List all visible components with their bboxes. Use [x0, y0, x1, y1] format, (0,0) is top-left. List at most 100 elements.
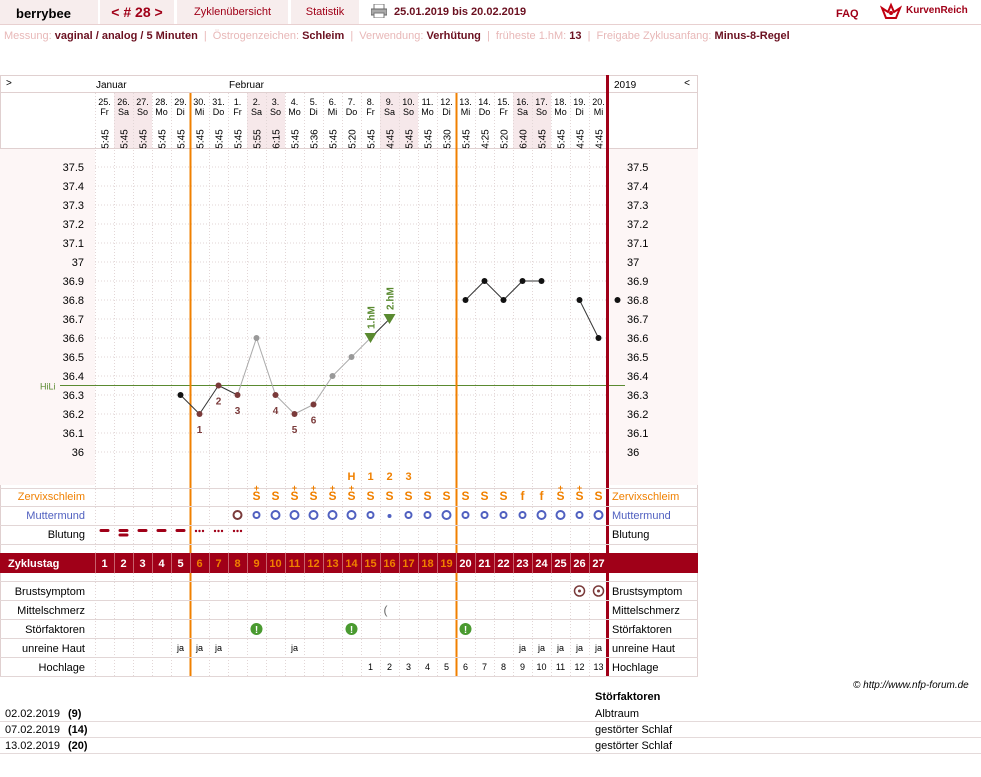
cervix-circle [536, 510, 547, 520]
day-time: 5:45 [158, 129, 169, 149]
cervix-circle [308, 510, 319, 520]
hochlage-value: 7 [482, 662, 487, 672]
zervix-value: S [404, 489, 412, 503]
year-label: 2019 [614, 80, 637, 91]
zyklustag-day: 14 [345, 558, 358, 570]
zervix-plus: + [254, 483, 259, 493]
ytick-left: 36.4 [63, 371, 84, 383]
day-date: 8. [367, 97, 375, 107]
cover-line-label: HiLi [40, 382, 56, 392]
zervix-value: S [252, 489, 260, 503]
day-date: 6. [329, 97, 337, 107]
ytick-left: 36.3 [63, 390, 84, 402]
day-time: 5:55 [253, 129, 264, 149]
zyklustag-day: 15 [364, 558, 376, 570]
verwendung-value: Verhütung [426, 30, 481, 42]
cervix-circle [575, 511, 584, 519]
zyklustag-day: 27 [592, 558, 604, 570]
tab-zyklenuebersicht[interactable]: Zyklenübersicht [177, 0, 288, 24]
day-weekday: Di [442, 107, 451, 117]
day-date: 15. [497, 97, 510, 107]
temp-point [234, 392, 241, 398]
ytick-left: 37.4 [63, 181, 84, 193]
temp-point [519, 278, 526, 284]
day-weekday: Fr [499, 107, 508, 117]
cervix-circle [346, 510, 357, 520]
zyklustag-day: 26 [573, 558, 585, 570]
zervix-plus: + [349, 483, 354, 493]
low-temp-label: 5 [292, 425, 298, 436]
zyklustag-day: 3 [139, 558, 145, 570]
low-temp-label: 2 [216, 397, 222, 408]
curve-segment [199, 385, 219, 415]
zervix-plus: + [558, 483, 563, 493]
day-weekday: Sa [118, 107, 129, 117]
spotting-dot [198, 529, 201, 533]
zyklustag-day: 21 [478, 558, 490, 570]
spotting-dot [239, 529, 243, 533]
faq-link[interactable]: FAQ [836, 8, 859, 20]
ytick-left: 37.1 [63, 238, 84, 250]
day-time: 5:45 [367, 129, 378, 149]
higher-measurement-marker [364, 333, 377, 343]
cycle-switcher[interactable]: < # 28 > [100, 0, 174, 24]
row-text: gestörter Schlaf [595, 724, 673, 736]
right-panel [610, 148, 698, 485]
row-label-left: unreine Haut [22, 643, 85, 655]
row-label-right: Störfaktoren [612, 624, 672, 636]
day-weekday: Do [213, 107, 225, 117]
day-time: 4:45 [386, 129, 397, 149]
chart-frame [0, 75, 698, 677]
day-date: 18. [554, 97, 567, 107]
row-label-right: Blutung [612, 529, 649, 541]
temp-point [576, 297, 583, 303]
ytick-right: 37.2 [627, 219, 648, 231]
day-weekday: Fr [366, 107, 375, 117]
temp-point [215, 382, 222, 389]
stoerfaktor-mark: ! [255, 625, 258, 636]
zyklustag-day: 8 [234, 558, 240, 570]
temp-point [614, 297, 621, 303]
zervix-plus: + [330, 483, 335, 493]
zervix-value: S [575, 489, 583, 503]
day-time: 5:45 [120, 129, 131, 149]
tab-statistik[interactable]: Statistik [291, 0, 359, 24]
copyright: © http://www.nfp-forum.de [853, 680, 969, 691]
ytick-right: 36.8 [627, 295, 648, 307]
unreine-haut-value: ja [176, 643, 184, 653]
day-time: 5:45 [538, 129, 549, 149]
print-icon[interactable] [370, 3, 388, 19]
hochlage-value: 6 [463, 662, 468, 672]
day-time: 5:20 [500, 129, 511, 149]
stoerfaktor-mark: ! [464, 625, 467, 636]
zervix-value: S [499, 489, 507, 503]
hochlage-value: 1 [368, 662, 373, 672]
row-label-left: Störfaktoren [25, 624, 85, 636]
messung-value: vaginal / analog / 5 Minuten [54, 30, 198, 42]
spotting-dot [220, 529, 224, 533]
curve-segment [313, 375, 333, 405]
bleeding-mark [99, 529, 110, 532]
temp-point [196, 411, 203, 417]
table-row: 13.02.2019 (20) gestörter Schlaf [0, 738, 981, 754]
day-date: 11. [422, 97, 434, 107]
zervix-value: f [540, 489, 545, 503]
ytick-left: 36.7 [63, 314, 84, 326]
row-label-left: Zervixschleim [18, 491, 85, 503]
day-weekday: Sa [251, 107, 262, 117]
low-temp-label: 1 [197, 425, 203, 436]
day-date: 2. [253, 97, 261, 107]
zyklustag-label: Zyklustag [8, 558, 59, 570]
curve-segment [332, 356, 352, 377]
row-date: 02.02.2019 [5, 708, 61, 720]
separator: | [350, 30, 354, 42]
ytick-left: 36 [72, 447, 84, 459]
zervix-plus: + [577, 483, 582, 493]
day-weekday: So [270, 107, 281, 117]
chart-canvas: 37.5 37.537.4 37.437.3 37.337.2 37.237.1 37.1… [0, 75, 698, 677]
verwendung-label: Verwendung: [359, 30, 424, 42]
bleeding-mark [118, 529, 129, 532]
stoerfaktor-mark: ! [350, 625, 353, 636]
kurvenreich-logo[interactable]: KurvenReich [880, 2, 980, 22]
day-weekday: Mo [421, 107, 434, 117]
